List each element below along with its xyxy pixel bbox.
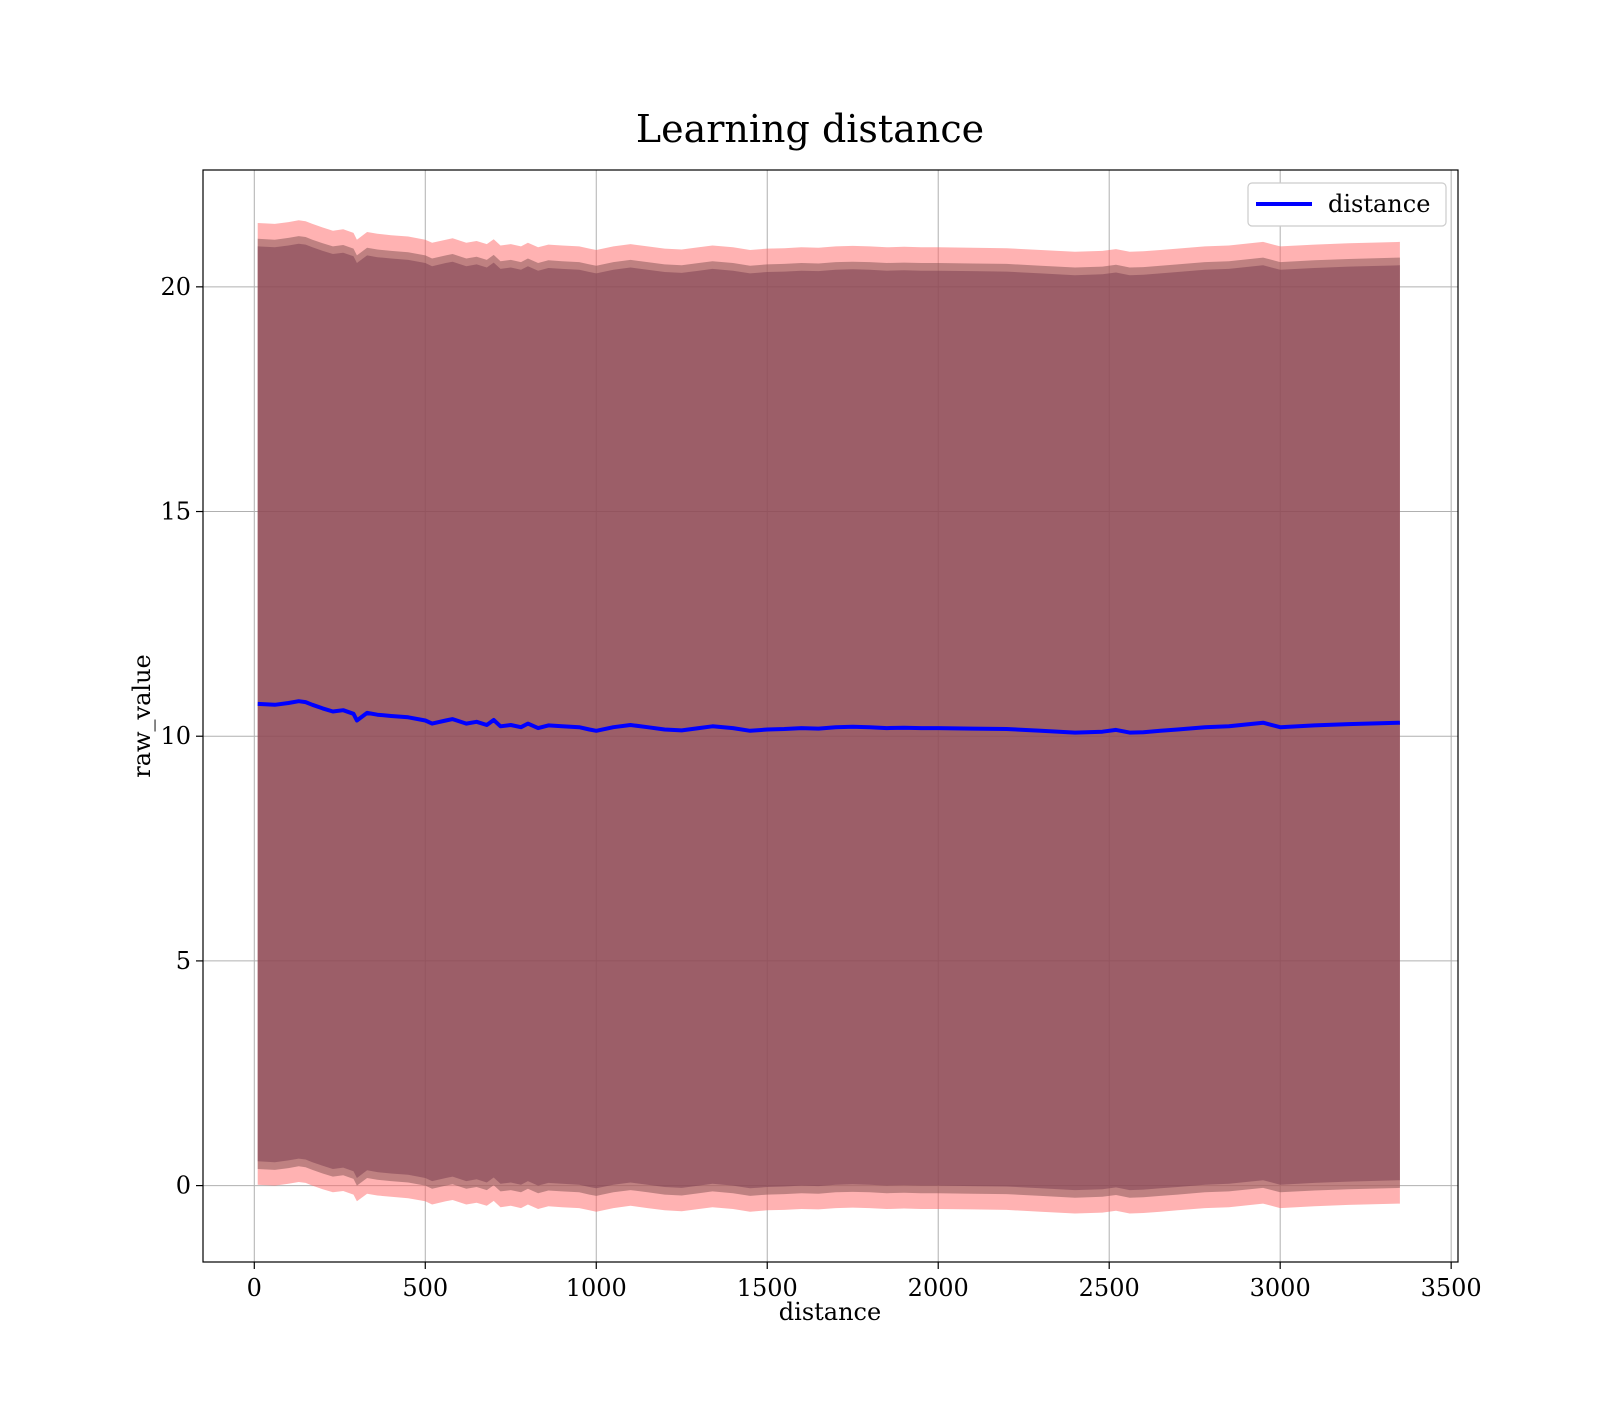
x-axis-ticks: 0 500 1000 1500 2000 2500 3000 3500	[247, 1262, 1482, 1302]
legend: distance	[1247, 182, 1447, 227]
y-axis-ticks: 0 5 10 15 20	[160, 273, 203, 1200]
y-axis-label: raw_value	[128, 654, 156, 778]
legend-box	[1247, 182, 1447, 227]
x-tick-label: 0	[247, 1274, 262, 1302]
x-tick-label: 500	[402, 1274, 448, 1302]
x-tick-label: 1000	[566, 1274, 627, 1302]
confidence-band-2	[257, 243, 1400, 1191]
x-tick-label: 2000	[908, 1274, 969, 1302]
confidence-bands	[257, 220, 1400, 1214]
x-tick-label: 2500	[1079, 1274, 1140, 1302]
y-tick-label: 15	[160, 498, 191, 526]
series-line-distance	[257, 699, 1400, 735]
x-axis-label: distance	[779, 1298, 881, 1326]
x-tick-label: 3500	[1421, 1274, 1482, 1302]
x-tick-label: 1500	[737, 1274, 798, 1302]
x-tick-label: 3000	[1250, 1274, 1311, 1302]
y-tick-label: 10	[160, 722, 191, 750]
chart-title: Learning distance	[636, 107, 984, 151]
y-tick-label: 20	[160, 273, 191, 301]
plot-frame	[202, 169, 1459, 1263]
y-tick-label: 5	[176, 947, 191, 975]
series-lines	[257, 699, 1400, 735]
legend-label: distance	[1328, 190, 1430, 218]
y-tick-label: 0	[176, 1172, 191, 1200]
